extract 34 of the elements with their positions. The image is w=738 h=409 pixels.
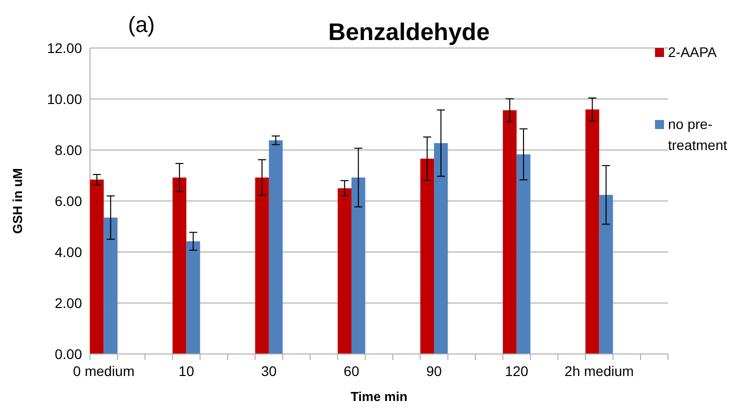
y-tick-label: 2.00 [54, 294, 82, 311]
text: (a) [128, 12, 155, 37]
legend-label: 2-AAPA [668, 44, 718, 60]
x-tick-label: 2h medium [564, 363, 634, 379]
bar [585, 109, 600, 354]
bar [268, 140, 283, 354]
y-tick-label: 10.00 [46, 90, 82, 107]
y-tick-label: 6.00 [54, 192, 82, 209]
y-tick-label: 4.00 [54, 244, 82, 260]
bar [186, 241, 200, 354]
bar [351, 178, 366, 354]
bar [90, 180, 104, 354]
y-axis-title: GSH in uM [10, 168, 25, 234]
x-tick-label: 0 medium [73, 363, 134, 379]
bar [338, 188, 352, 354]
bar [434, 143, 448, 354]
x-tick-label: 120 [504, 363, 529, 379]
bar [255, 178, 269, 354]
x-tick-label: 10 [178, 363, 194, 379]
bar [599, 194, 613, 354]
bar [516, 154, 530, 354]
y-tick-label: 0.00 [54, 346, 82, 362]
bar [172, 178, 186, 354]
x-tick-label: 30 [261, 363, 277, 379]
bar [420, 158, 434, 354]
x-axis-title: Time min [350, 389, 408, 404]
bar [104, 218, 118, 354]
y-tick-label: 12.00 [46, 40, 82, 56]
y-tick-label: 8.00 [54, 142, 82, 158]
chart-title: Benzaldehyde [328, 19, 490, 46]
bar [502, 110, 517, 354]
x-tick-label: 60 [344, 363, 360, 379]
legend-label: no pre-treatment [668, 116, 728, 153]
x-tick-label: 90 [426, 363, 442, 379]
